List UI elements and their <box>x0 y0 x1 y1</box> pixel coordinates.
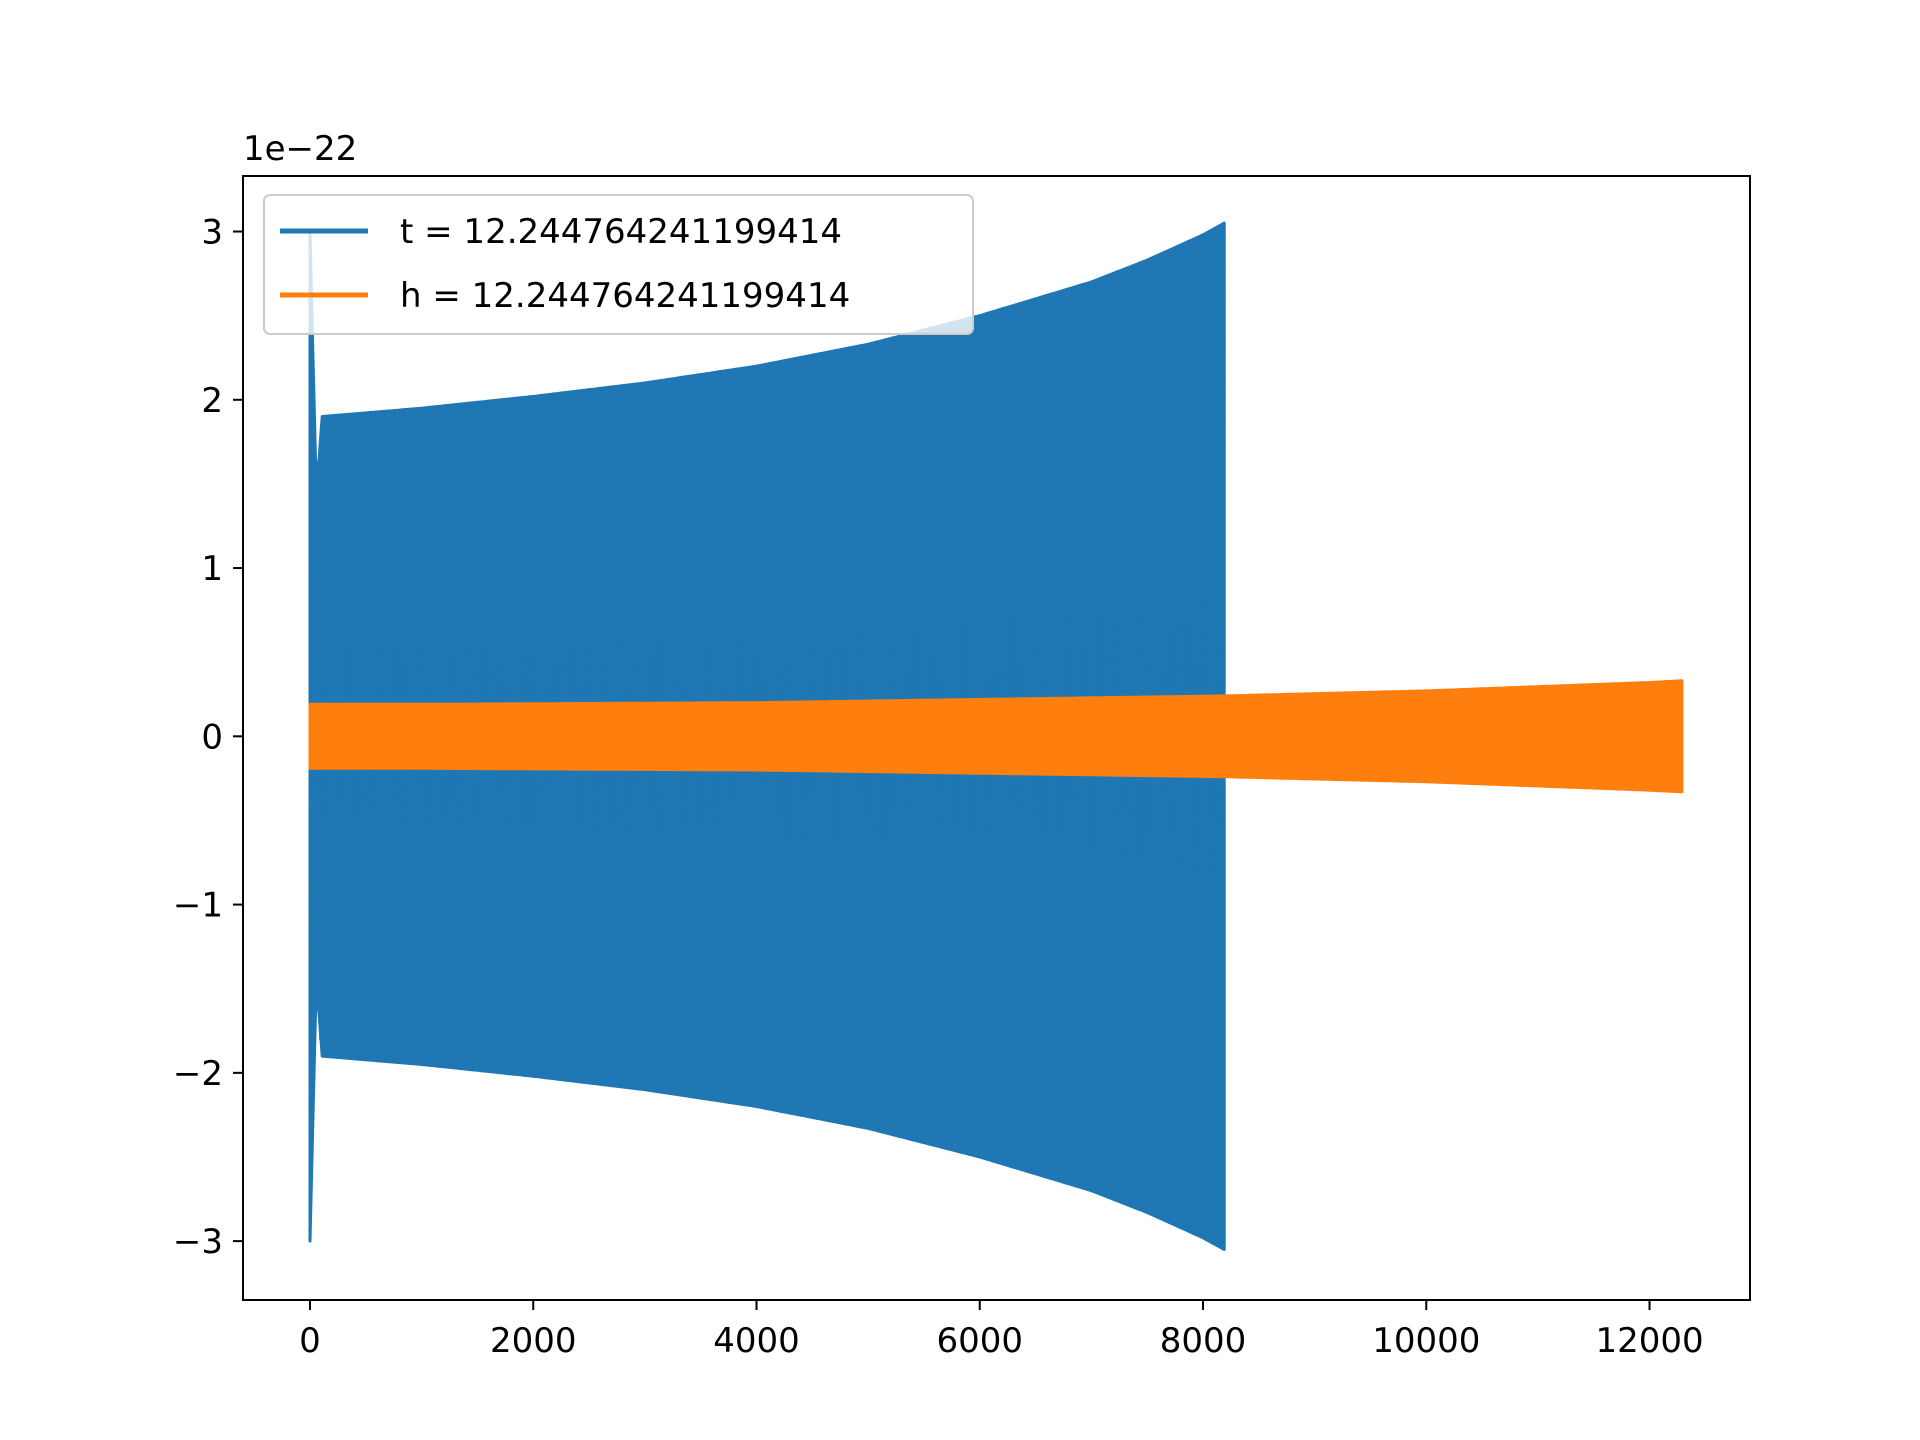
series-layer <box>308 221 1684 1251</box>
legend-label: t = 12.244764241199414 <box>400 212 842 252</box>
y-axis: −3 −2 −1 0 1 2 3 <box>173 213 243 1262</box>
x-tick-label: 8000 <box>1160 1321 1247 1361</box>
x-tick-label: 10000 <box>1372 1321 1480 1361</box>
y-tick-label: 2 <box>201 381 223 421</box>
x-tick-label: 12000 <box>1595 1321 1703 1361</box>
legend: t = 12.244764241199414 h = 12.24476424119… <box>263 194 974 335</box>
legend-box <box>263 194 974 335</box>
y-offset-label: 1e−22 <box>243 129 357 169</box>
series-0-line <box>308 223 1225 1248</box>
y-tick-label: 1 <box>201 549 223 589</box>
y-tick-label: −2 <box>173 1054 223 1094</box>
legend-label: h = 12.244764241199414 <box>400 276 850 316</box>
series-1-line <box>308 681 1680 792</box>
x-tick-label: 4000 <box>713 1321 800 1361</box>
y-tick-label: −1 <box>173 886 223 926</box>
x-tick-label: 0 <box>299 1321 321 1361</box>
x-tick-label: 2000 <box>490 1321 577 1361</box>
plot-frame <box>242 175 1751 1301</box>
y-tick-label: 0 <box>201 717 223 757</box>
x-axis: 0 2000 4000 6000 8000 10000 12000 <box>299 1300 1704 1361</box>
y-tick-label: 3 <box>201 213 223 253</box>
x-tick-label: 6000 <box>936 1321 1023 1361</box>
y-tick-label: −3 <box>173 1222 223 1262</box>
series-1 <box>308 679 1684 794</box>
